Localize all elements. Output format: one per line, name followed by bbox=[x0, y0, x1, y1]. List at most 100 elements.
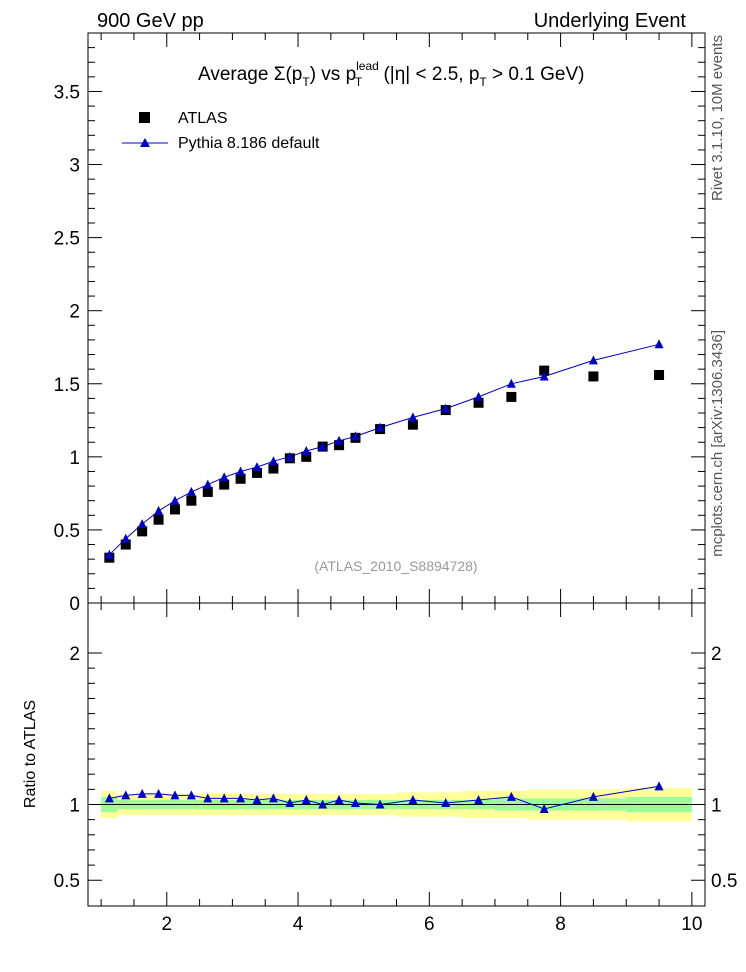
atlas-point bbox=[120, 539, 131, 550]
ratio-pythia-point bbox=[474, 794, 484, 804]
atlas-point bbox=[473, 397, 484, 408]
atlas-point bbox=[186, 495, 197, 506]
ratio-pythia-point bbox=[408, 794, 418, 804]
ratio-pythia-point bbox=[137, 788, 147, 798]
pythia-point bbox=[104, 549, 114, 559]
ratio-y-tick-label-right: 0.5 bbox=[711, 871, 737, 892]
pythia-point bbox=[375, 422, 385, 432]
atlas-point bbox=[202, 486, 213, 497]
atlas-point bbox=[301, 451, 312, 462]
pythia-point bbox=[441, 403, 451, 413]
ratio-y-tick-label: 0.5 bbox=[54, 871, 80, 892]
ratio-pythia-point bbox=[268, 793, 278, 803]
pythia-point bbox=[154, 505, 164, 515]
ratio-pythia-point bbox=[441, 797, 451, 807]
ratio-pythia-point bbox=[654, 781, 664, 791]
atlas-point bbox=[268, 463, 279, 474]
ratio-pythia-point bbox=[318, 799, 328, 809]
pythia-point bbox=[219, 472, 229, 482]
atlas-point bbox=[252, 467, 263, 478]
pythia-point bbox=[285, 451, 295, 461]
ratio-pythia-point bbox=[154, 788, 164, 798]
ratio-pythia-point bbox=[375, 799, 385, 809]
ratio-x-tick-label: 2 bbox=[161, 914, 172, 935]
ratio-pythia-point bbox=[301, 794, 311, 804]
ratio-plot-frame bbox=[87, 602, 706, 907]
ratio-pythia-point bbox=[104, 793, 114, 803]
atlas-point bbox=[588, 371, 599, 382]
pythia-point bbox=[137, 519, 147, 529]
pythia-point bbox=[654, 339, 664, 349]
pythia-point bbox=[236, 466, 246, 476]
ratio-x-tick-label: 10 bbox=[681, 914, 702, 935]
atlas-point bbox=[169, 504, 180, 515]
pythia-line bbox=[108, 343, 660, 556]
atlas-point bbox=[407, 419, 418, 430]
main-y-tick-label: 0.5 bbox=[54, 521, 80, 542]
pythia-point bbox=[121, 533, 131, 543]
legend-atlas-label: ATLAS bbox=[178, 110, 228, 127]
ratio-pythia-point bbox=[186, 790, 196, 800]
main-y-tick-label: 3.5 bbox=[54, 82, 80, 103]
atlas-point bbox=[654, 370, 665, 380]
header-right: Underlying Event bbox=[534, 10, 687, 32]
ratio-pythia-point bbox=[539, 804, 549, 814]
ratio-pythia-point bbox=[588, 791, 598, 801]
ratio-pythia-line bbox=[109, 785, 660, 810]
ratio-pythia-point bbox=[334, 794, 344, 804]
analysis-watermark: (ATLAS_2010_S8894728) bbox=[314, 558, 477, 574]
ratio-y-tick-label: 1 bbox=[69, 795, 80, 816]
pythia-point bbox=[334, 435, 344, 445]
ratio-axis-label: Ratio to ATLAS bbox=[22, 700, 39, 808]
pythia-point bbox=[268, 456, 278, 466]
pythia-point bbox=[186, 486, 196, 496]
atlas-point bbox=[219, 479, 230, 490]
pythia-point bbox=[408, 412, 418, 422]
side-label-mcplots: mcplots.cern.ch [arXiv:1306.3436] bbox=[709, 330, 726, 557]
ratio-pythia-point bbox=[252, 794, 262, 804]
ratio-y-tick-label-right: 1 bbox=[711, 795, 722, 816]
atlas-point bbox=[334, 440, 345, 451]
main-y-tick-label: 1.5 bbox=[54, 375, 80, 396]
main-y-tick-label: 2.5 bbox=[54, 229, 80, 250]
pythia-point bbox=[318, 441, 328, 451]
legend-atlas-marker bbox=[139, 112, 150, 123]
main-y-tick-label: 1 bbox=[69, 448, 80, 469]
ratio-x-tick-label: 6 bbox=[424, 914, 435, 935]
ratio-pythia-point bbox=[236, 793, 246, 803]
pythia-point bbox=[170, 495, 180, 505]
pythia-point bbox=[474, 391, 484, 401]
atlas-point bbox=[539, 365, 550, 376]
ratio-pythia-point bbox=[506, 791, 516, 801]
ratio-pythia-point bbox=[350, 797, 360, 807]
header-left: 900 GeV pp bbox=[97, 10, 204, 32]
ratio-y-tick-label-right: 2 bbox=[711, 644, 722, 665]
pythia-point bbox=[539, 371, 549, 381]
ratio-pythia-point bbox=[203, 793, 213, 803]
main-y-tick-label: 0 bbox=[69, 594, 80, 615]
legend-pythia-marker bbox=[140, 138, 150, 147]
pythia-point bbox=[252, 462, 262, 472]
ratio-x-tick-label: 8 bbox=[555, 914, 566, 935]
atlas-point bbox=[137, 526, 148, 537]
pythia-point bbox=[301, 446, 311, 455]
ratio-y-tick-label: 2 bbox=[69, 644, 80, 665]
ratio-x-tick-label: 4 bbox=[293, 914, 304, 935]
atlas-point bbox=[153, 514, 164, 525]
ratio-pythia-point bbox=[285, 797, 295, 807]
pythia-point bbox=[588, 355, 598, 365]
ratio-pythia-point bbox=[219, 793, 229, 803]
ratio-pythia-point bbox=[170, 790, 180, 800]
main-y-tick-label: 3 bbox=[69, 156, 80, 177]
chart-title: Average Σ(pT) vs plead T (|η| < 2.5, pT >… bbox=[198, 59, 584, 89]
main-y-tick-label: 2 bbox=[69, 302, 80, 323]
pythia-point bbox=[506, 378, 516, 388]
atlas-point bbox=[235, 473, 246, 484]
atlas-point bbox=[506, 391, 517, 402]
pythia-point bbox=[203, 479, 213, 489]
ratio-pythia-point bbox=[121, 790, 131, 800]
side-label-rivet: Rivet 3.1.10, 10M events bbox=[709, 35, 726, 201]
legend-pythia-label: Pythia 8.186 default bbox=[178, 135, 320, 152]
pythia-point bbox=[350, 431, 360, 441]
